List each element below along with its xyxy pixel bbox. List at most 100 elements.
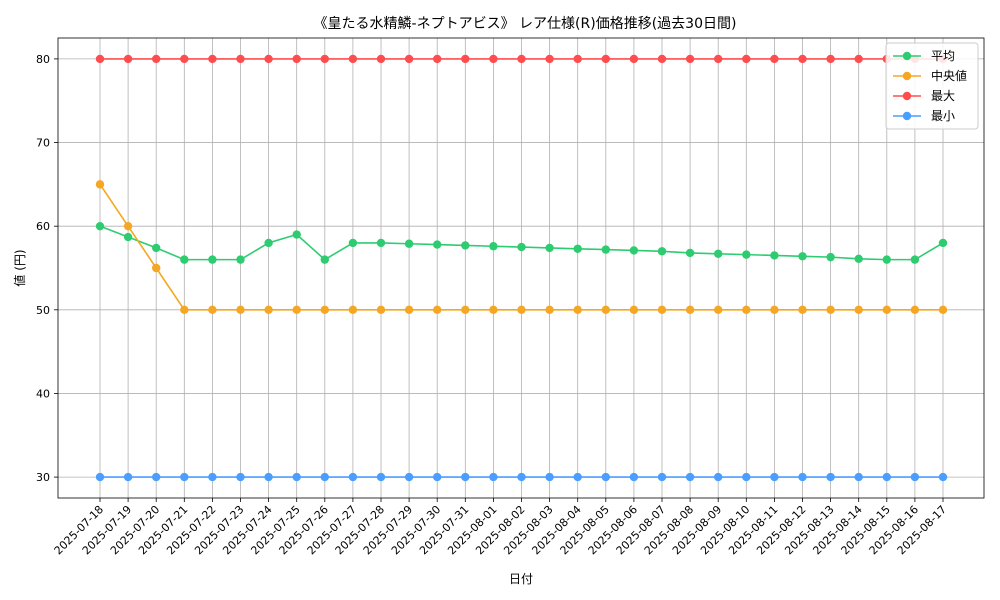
data-point [292,230,301,239]
data-point [826,472,835,482]
data-point [910,255,920,264]
data-point [180,472,189,482]
data-point [123,54,133,64]
data-point [601,305,610,315]
data-point [910,472,920,482]
data-point [517,242,526,252]
data-point [601,472,610,482]
data-point [376,54,386,64]
data-point [573,472,582,482]
data-point [95,54,105,64]
y-tick-label: 70 [36,137,50,150]
data-point [938,305,948,315]
data-point [236,54,245,64]
data-point [798,54,807,64]
data-point [404,305,414,315]
data-point [517,472,526,482]
data-point [742,305,751,315]
legend-swatch-marker [902,91,912,101]
data-point [545,54,554,64]
data-point [882,472,891,482]
y-axis-label: 値 (円) [12,249,27,286]
data-point [433,240,442,249]
data-point [404,54,414,64]
legend-box [885,42,979,130]
data-point [152,472,161,482]
data-point [742,250,751,259]
series-0 [95,221,948,264]
data-point [180,305,189,315]
data-point [489,472,498,482]
data-point [601,245,610,254]
data-point [770,305,779,315]
data-point [714,305,723,315]
data-point [629,305,639,315]
chart-title: 《皇たる水精鱗-ネプトアビス》 レア仕様(R)価格推移(過去30日間) [314,16,737,32]
x-axis-ticks: 2025-07-182025-07-192025-07-202025-07-21… [52,498,949,557]
data-point [433,472,442,482]
data-point [461,54,470,64]
legend-entry: 最大 [893,89,955,103]
data-point [938,472,948,482]
data-point [376,238,386,248]
data-point [95,221,105,231]
data-point [629,246,639,255]
data-point [404,239,414,248]
data-point [770,251,779,260]
data-point [461,241,470,250]
data-point [685,472,695,482]
data-point [657,247,667,256]
plot-frame [57,37,985,499]
data-point [95,180,105,189]
data-point [910,305,920,315]
data-point [854,305,863,315]
data-point [798,305,807,315]
data-point [208,255,217,264]
series-layer [95,54,948,482]
data-point [657,472,667,482]
data-point [123,221,133,231]
data-point [489,305,498,315]
data-point [742,54,751,64]
data-point [320,472,329,482]
data-point [95,472,105,482]
legend-entry: 平均 [893,49,955,63]
data-point [545,243,554,253]
data-point [714,249,723,258]
data-point [264,305,273,315]
data-point [292,472,301,482]
data-point [714,54,723,64]
data-point [123,472,133,482]
data-point [685,54,695,64]
data-point [826,305,835,315]
data-point [798,252,807,261]
data-point [461,305,470,315]
data-point [461,472,470,482]
y-tick-label: 40 [36,387,50,400]
x-axis-label: 日付 [509,572,533,586]
data-point [236,255,245,264]
data-point [320,305,329,315]
data-point [657,54,667,64]
legend-entry: 最小 [893,109,955,123]
data-point [433,54,442,64]
data-point [517,54,526,64]
data-point [348,305,358,315]
legend-entry: 中央値 [893,68,967,83]
data-point [320,54,329,64]
data-point [601,54,610,64]
data-point [826,54,835,64]
y-tick-label: 30 [36,471,50,484]
data-point [292,54,301,64]
y-tick-label: 50 [36,304,50,317]
data-point [854,254,863,263]
data-point [348,472,358,482]
data-point [433,305,442,315]
data-point [826,252,835,262]
data-point [854,54,863,64]
data-point [545,305,554,315]
legend-swatch-marker [902,71,912,81]
data-point [545,472,554,482]
series-1 [95,180,948,315]
